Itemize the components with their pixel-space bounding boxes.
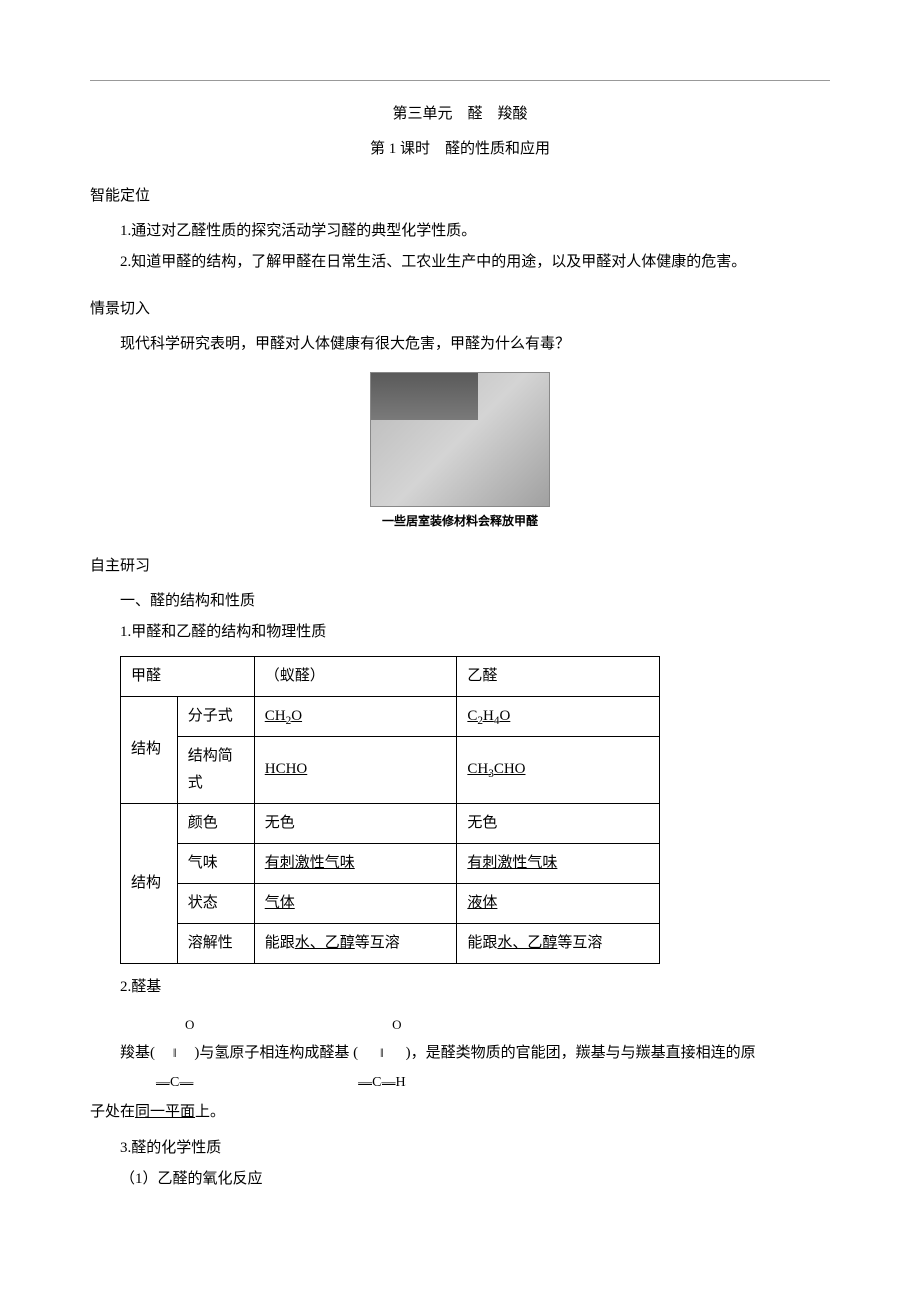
scenario-text: 现代科学研究表明，甲醛对人体健康有很大危害，甲醛为什么有毒？ (90, 331, 830, 358)
section-selfstudy-heading: 自主研习 (90, 553, 830, 580)
table-row: 结构简式 HCHO CH3CHO (121, 736, 660, 803)
cell-r7c4: 能跟水、乙醇等互溶 (457, 923, 660, 963)
cell-r5c2: 气味 (177, 843, 254, 883)
cell-r2c2: 分子式 (177, 696, 254, 736)
cell-r7c2: 溶解性 (177, 923, 254, 963)
cell-r5c3: 有刺激性气味 (254, 843, 457, 883)
cell-r4c3: 无色 (254, 803, 457, 843)
text-segment: 子处在 (90, 1104, 135, 1120)
section-positioning-heading: 智能定位 (90, 183, 830, 210)
room-photo-placeholder (370, 372, 550, 507)
cell-r3c4: CH3CHO (457, 736, 660, 803)
cell-r1c1: 甲醛 (121, 656, 255, 696)
text-segment: )与氢原子相连构成醛基 ( (194, 1045, 358, 1061)
section-scenario-heading: 情景切入 (90, 296, 830, 323)
table-row: 结构 颜色 无色 无色 (121, 803, 660, 843)
lesson-title: 第 1 课时 醛的性质和应用 (90, 136, 830, 163)
text-segment: 羧基( (120, 1045, 155, 1061)
cell-r6c3: 气体 (254, 883, 457, 923)
structure-properties-table: 甲醛 （蚁醛） 乙醛 结构 分子式 CH2O C2H4O 结构简式 HCHO C… (120, 656, 660, 964)
cell-r1c4: 乙醛 (457, 656, 660, 696)
table-row: 状态 气体 液体 (121, 883, 660, 923)
cell-r1c3: （蚁醛） (254, 656, 457, 696)
unit-title: 第三单元 醛 羧酸 (90, 101, 830, 128)
top-rule (90, 80, 830, 81)
functional-group-paragraph: 羧基(O‖—C—)与氢原子相连构成醛基 (O‖—C—H)，是醛类物质的官能团，羰… (90, 1011, 830, 1127)
aldehyde-structure: O‖—C—H (358, 1011, 405, 1097)
heading-1-2: 2.醛基 (90, 974, 830, 1001)
cell-r7c3: 能跟水、乙醇等互溶 (254, 923, 457, 963)
cell-r4c2: 颜色 (177, 803, 254, 843)
table-row: 结构 分子式 CH2O C2H4O (121, 696, 660, 736)
heading-1-3-1: （1）乙醛的氧化反应 (90, 1166, 830, 1193)
image-caption: 一些居室装修材料会释放甲醛 (90, 511, 830, 533)
cell-r3c2: 结构简式 (177, 736, 254, 803)
cell-r2c3: CH2O (254, 696, 457, 736)
cell-r5c4: 有刺激性气味 (457, 843, 660, 883)
text-underline: 同一平面 (135, 1104, 195, 1120)
cell-r4c4: 无色 (457, 803, 660, 843)
table-row: 甲醛 （蚁醛） 乙醛 (121, 656, 660, 696)
cell-r6c2: 状态 (177, 883, 254, 923)
text-segment: 上。 (195, 1104, 225, 1120)
table-row: 气味 有刺激性气味 有刺激性气味 (121, 843, 660, 883)
cell-r4c1: 结构 (121, 803, 178, 963)
heading-1-3: 3.醛的化学性质 (90, 1135, 830, 1162)
cell-r3c3: HCHO (254, 736, 457, 803)
carbonyl-structure: O‖—C— (155, 1011, 194, 1097)
positioning-item-1: 1.通过对乙醛性质的探究活动学习醛的典型化学性质。 (90, 218, 830, 245)
heading-1-1: 1.甲醛和乙醛的结构和物理性质 (90, 619, 830, 646)
cell-r2c4: C2H4O (457, 696, 660, 736)
cell-r6c4: 液体 (457, 883, 660, 923)
table-row: 溶解性 能跟水、乙醇等互溶 能跟水、乙醇等互溶 (121, 923, 660, 963)
cell-r2c1: 结构 (121, 696, 178, 803)
positioning-item-2: 2.知道甲醛的结构，了解甲醛在日常生活、工农业生产中的用途，以及甲醛对人体健康的… (90, 249, 830, 276)
text-segment: )，是醛类物质的官能团，羰基与与羰基直接相连的原 (406, 1045, 756, 1061)
heading-1: 一、醛的结构和性质 (90, 588, 830, 615)
